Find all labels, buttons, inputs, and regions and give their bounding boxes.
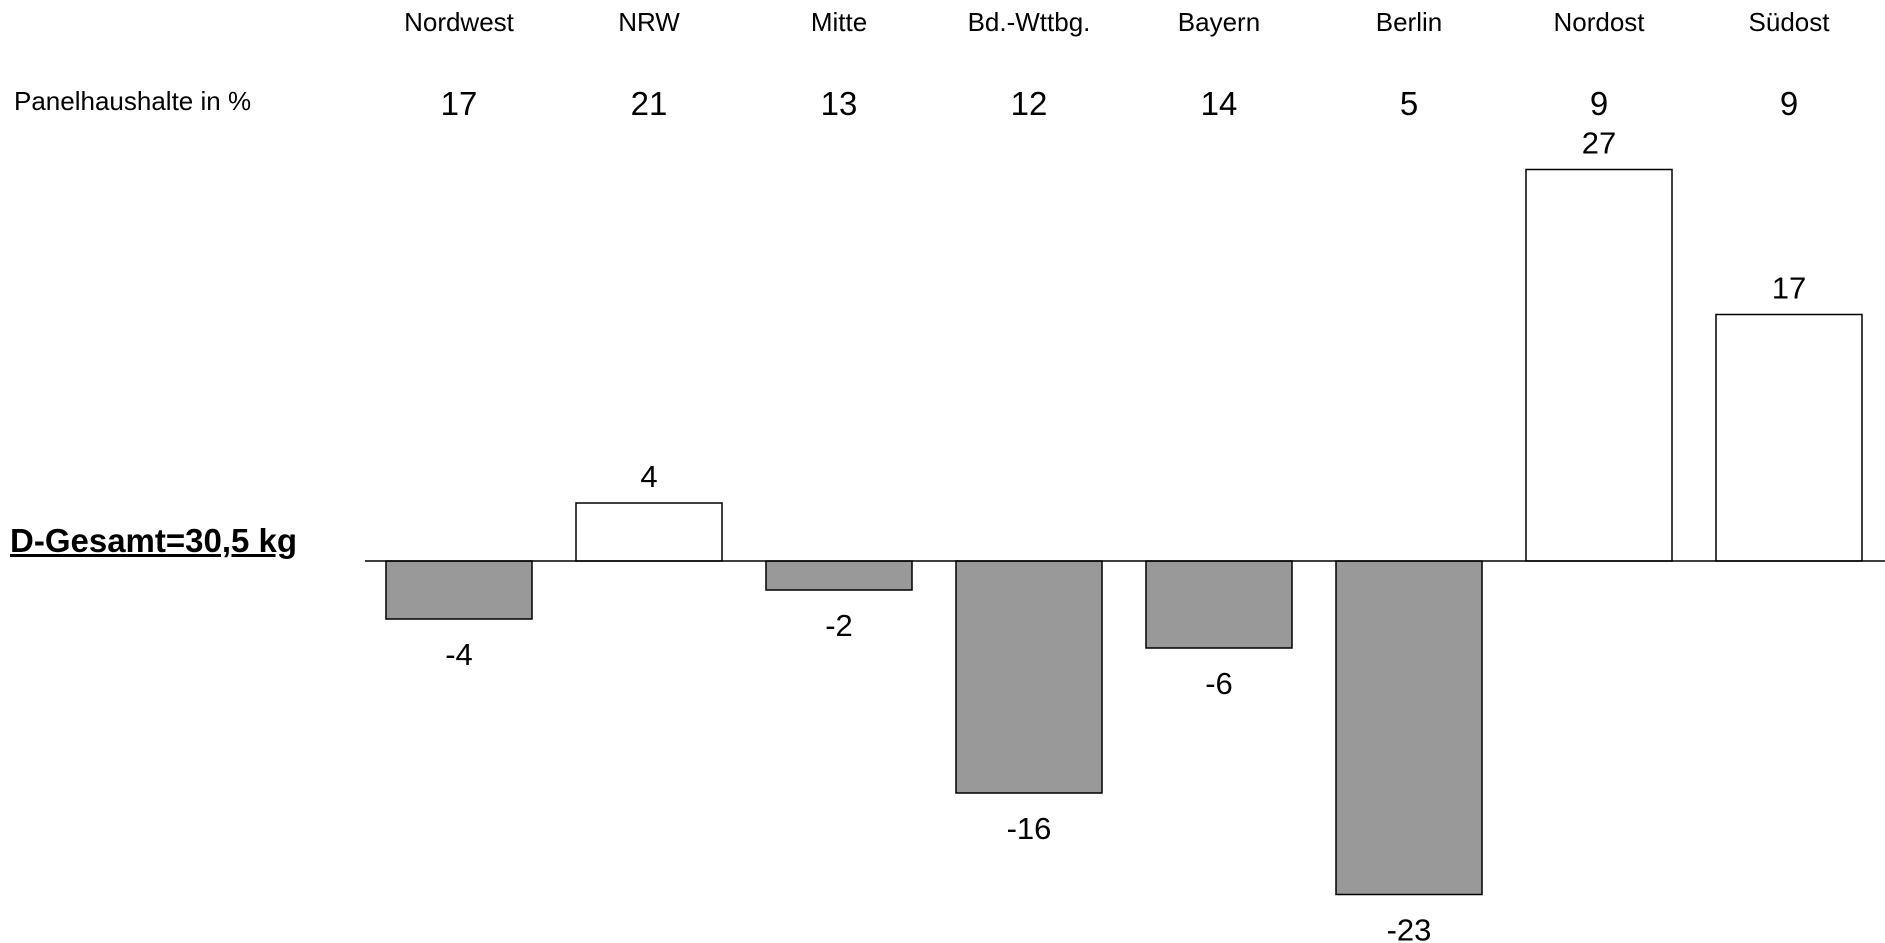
panel-value: 9 [1780, 85, 1798, 122]
panel-row-label: Panelhaushalte in % [14, 86, 252, 116]
category-label: Mitte [811, 7, 867, 37]
data-label: 4 [640, 459, 657, 494]
data-label: -4 [445, 637, 473, 672]
category-label: Bayern [1178, 7, 1260, 37]
panel-value: 5 [1400, 85, 1418, 122]
category-label: Bd.-Wttbg. [968, 7, 1091, 37]
baseline-total-label: D-Gesamt=30,5 kg [10, 522, 298, 559]
bar [575, 502, 723, 562]
bar [1145, 560, 1293, 649]
panel-value: 12 [1011, 85, 1048, 122]
data-label: -2 [825, 608, 853, 643]
category-label: Nordwest [404, 7, 515, 37]
category-label: Berlin [1376, 7, 1442, 37]
category-label: Südost [1749, 7, 1831, 37]
data-label: 17 [1772, 271, 1806, 306]
category-label: Nordost [1553, 7, 1645, 37]
data-label: -6 [1205, 666, 1233, 701]
bar [1715, 313, 1863, 562]
bar [1335, 560, 1483, 896]
panel-value: 21 [631, 85, 668, 122]
category-label: NRW [618, 7, 680, 37]
bar [385, 560, 533, 620]
bar [1525, 168, 1673, 562]
panel-value: 9 [1590, 85, 1608, 122]
data-label: 27 [1582, 126, 1616, 161]
data-label: -16 [1007, 811, 1052, 846]
panel-value: 14 [1201, 85, 1238, 122]
bar [955, 560, 1103, 794]
panel-value: 17 [441, 85, 478, 122]
bar [765, 560, 913, 591]
panel-value: 13 [821, 85, 858, 122]
data-label: -23 [1387, 913, 1432, 943]
